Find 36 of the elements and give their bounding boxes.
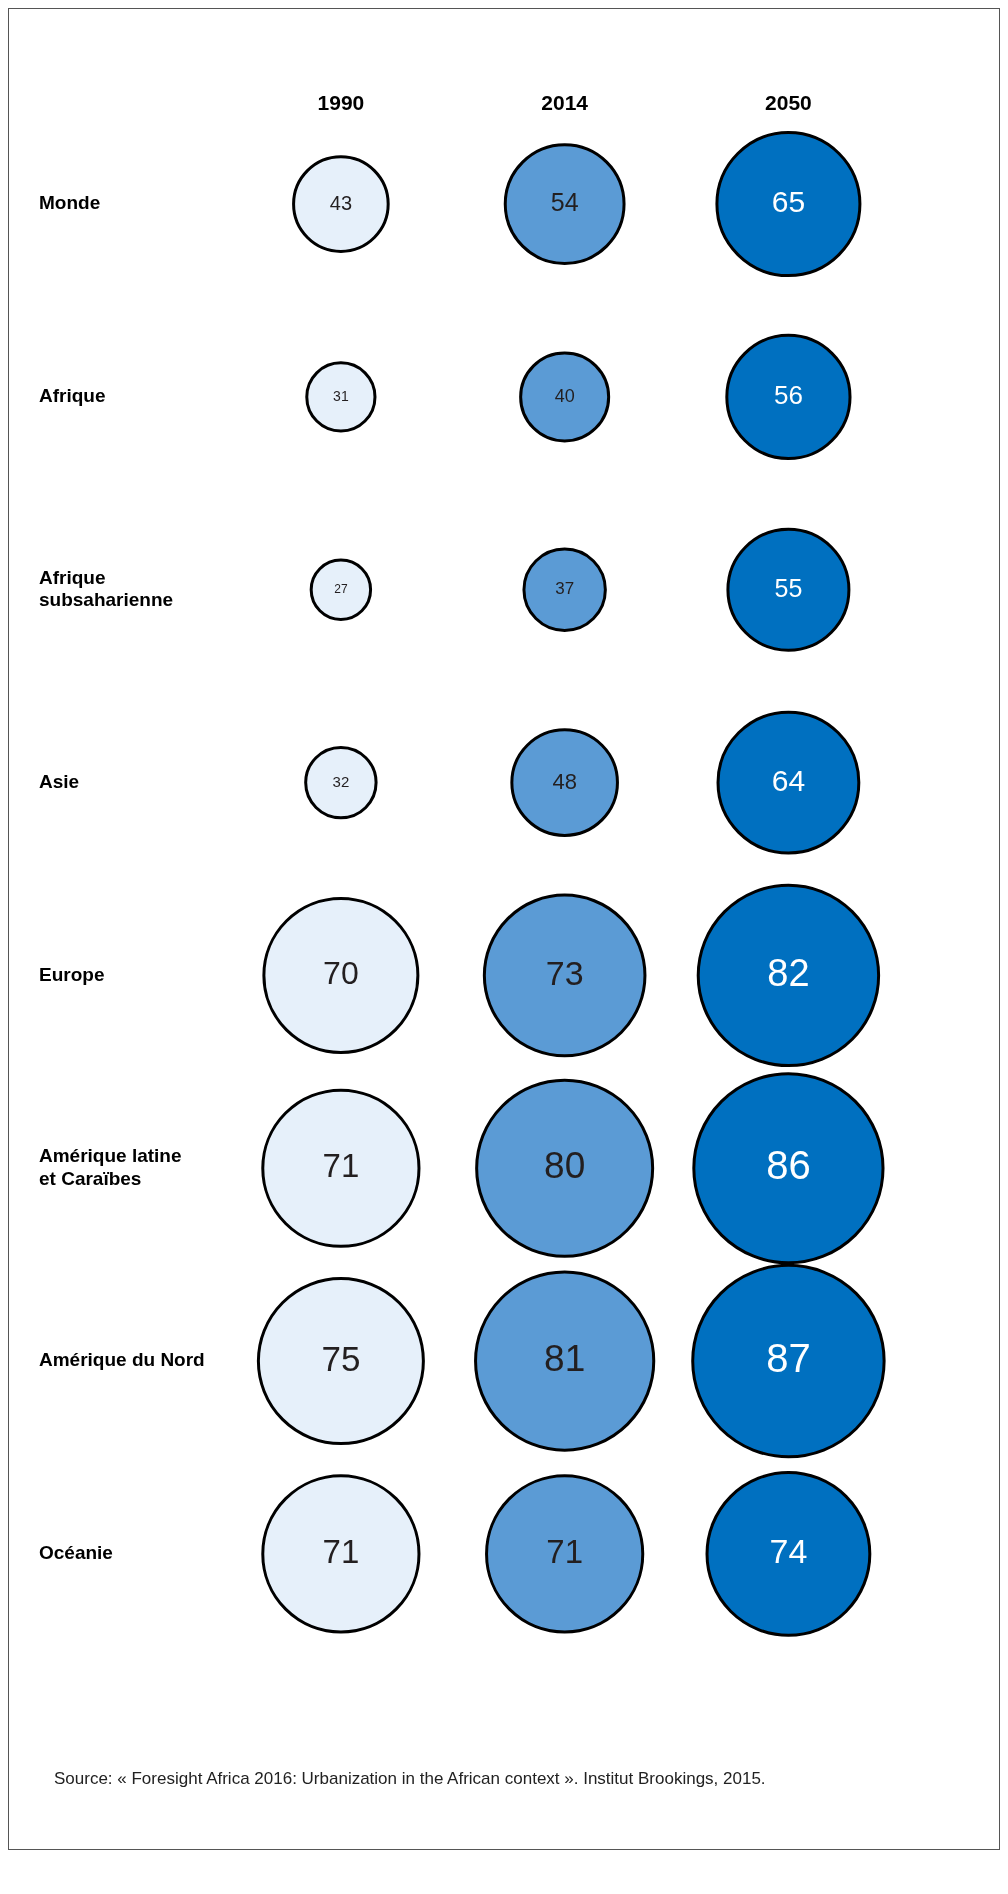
data-label: 64 bbox=[771, 763, 806, 797]
data-label: 87 bbox=[766, 1336, 811, 1381]
data-label: 80 bbox=[544, 1145, 586, 1187]
data-label: 55 bbox=[774, 573, 803, 602]
data-label: 82 bbox=[767, 951, 810, 994]
category-label: Amérique du Nord bbox=[39, 1349, 205, 1371]
category-label: Asie bbox=[39, 770, 80, 792]
data-label: 43 bbox=[329, 191, 353, 214]
text: 1990 bbox=[317, 90, 365, 114]
data-label: 81 bbox=[544, 1338, 586, 1380]
data-label: 71 bbox=[322, 1532, 360, 1570]
data-label: 86 bbox=[766, 1143, 811, 1188]
data-label: 48 bbox=[552, 768, 577, 794]
category-label: Océanie bbox=[39, 1542, 113, 1564]
data-label: 27 bbox=[334, 582, 348, 597]
data-label: 71 bbox=[546, 1532, 584, 1570]
data-label: 73 bbox=[545, 953, 584, 992]
data-label: 75 bbox=[321, 1338, 361, 1378]
data-label: 54 bbox=[550, 188, 579, 216]
category-label: Afrique bbox=[39, 385, 106, 407]
series-label: 2050 bbox=[765, 90, 812, 114]
data-label: 65 bbox=[771, 185, 806, 219]
data-label: 56 bbox=[773, 380, 803, 411]
data-label: 32 bbox=[332, 772, 350, 790]
category-label: Amérique latine et Caraïbes bbox=[39, 1145, 182, 1189]
data-label: 71 bbox=[322, 1147, 360, 1185]
data-label: 70 bbox=[323, 955, 359, 992]
data-label: 31 bbox=[333, 387, 349, 404]
source-note: Source: « Foresight Africa 2016: Urbanization in the African context ». Institut Brookings, 2015. bbox=[53, 1768, 767, 1789]
category-label: Afrique subsaharienne bbox=[39, 566, 174, 611]
series-label: 2014 bbox=[541, 90, 589, 114]
category-label: Monde bbox=[39, 192, 101, 214]
data-label: 40 bbox=[554, 385, 575, 406]
data-label: 74 bbox=[769, 1532, 808, 1571]
data-label: 37 bbox=[555, 579, 575, 599]
category-label: Europe bbox=[39, 963, 105, 985]
